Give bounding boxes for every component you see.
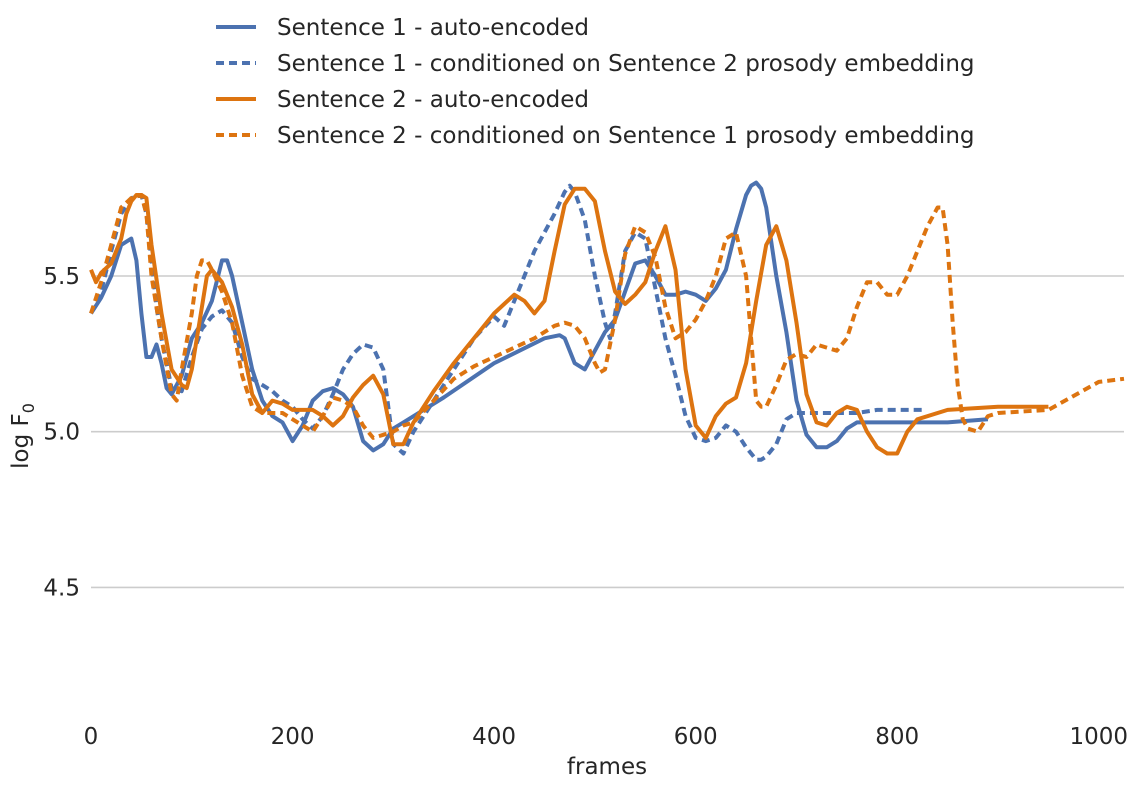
x-tick-label: 600 bbox=[674, 724, 718, 750]
y-tick-label: 5.5 bbox=[43, 264, 80, 290]
legend-label-1: Sentence 1 - auto-encoded bbox=[277, 15, 589, 41]
y-tick-label: 5.0 bbox=[43, 420, 80, 446]
grid-lines bbox=[91, 275, 1124, 589]
series-line-3 bbox=[89, 186, 1049, 456]
x-tick-label: 800 bbox=[875, 724, 919, 750]
x-tick-label: 0 bbox=[84, 724, 99, 750]
x-axis-label: frames bbox=[567, 754, 647, 780]
legend-label-3: Sentence 2 - auto-encoded bbox=[277, 87, 589, 113]
y-axis-label: log F0 bbox=[8, 403, 38, 469]
x-tick-labels: 0 200 400 600 800 1000 bbox=[84, 724, 1128, 750]
y-tick-label: 4.5 bbox=[43, 575, 80, 601]
series-layer bbox=[89, 180, 1125, 462]
y-axis-label-main: log F bbox=[8, 413, 34, 469]
legend: Sentence 1 - auto-encoded Sentence 1 - co… bbox=[216, 15, 975, 149]
series-line-4 bbox=[89, 193, 1125, 440]
x-tick-label: 200 bbox=[271, 724, 315, 750]
legend-label-4: Sentence 2 - conditioned on Sentence 1 p… bbox=[277, 123, 975, 149]
y-tick-labels: 4.5 5.0 5.5 bbox=[43, 264, 80, 601]
x-tick-label: 400 bbox=[472, 724, 516, 750]
legend-label-2: Sentence 1 - conditioned on Sentence 2 p… bbox=[277, 51, 975, 77]
y-axis-label-subscript: 0 bbox=[19, 403, 38, 413]
x-tick-label: 1000 bbox=[1070, 724, 1129, 750]
